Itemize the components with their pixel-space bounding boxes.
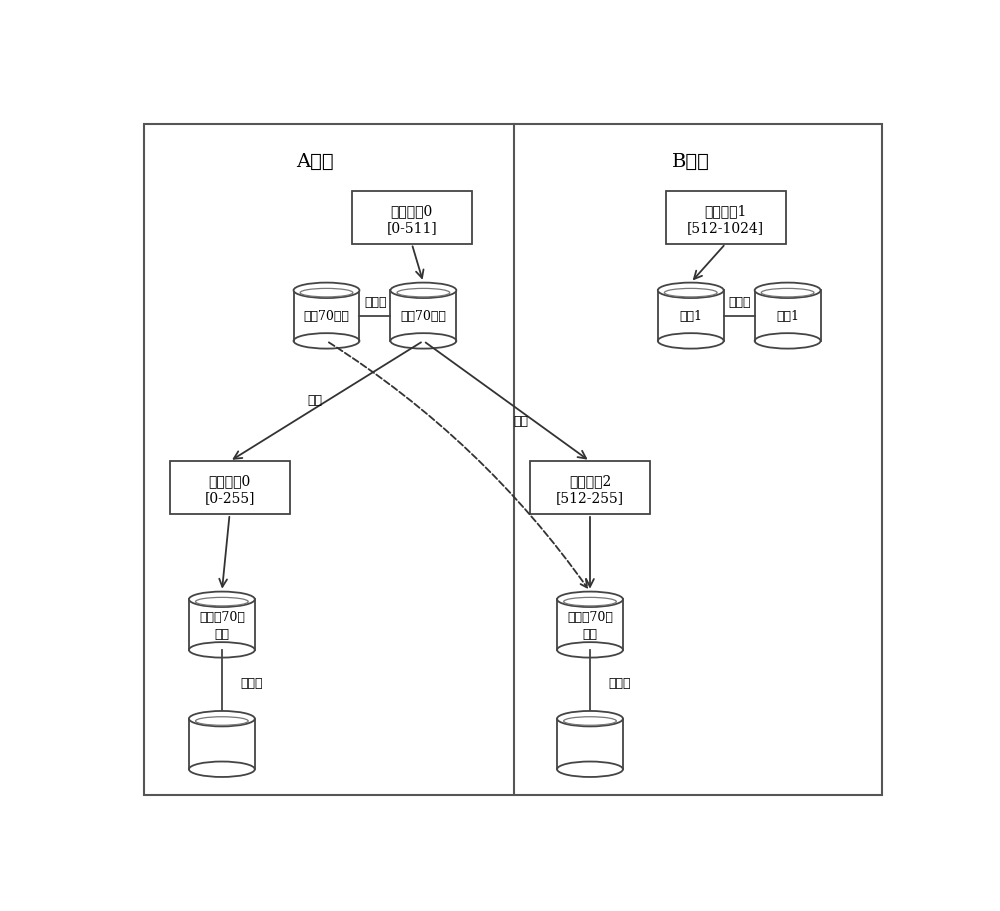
Ellipse shape: [189, 642, 255, 658]
Ellipse shape: [658, 333, 724, 349]
Text: 半同步: 半同步: [728, 296, 751, 309]
Text: [512-255]: [512-255]: [556, 491, 624, 505]
Text: B园区: B园区: [672, 153, 710, 171]
Ellipse shape: [390, 333, 456, 349]
Text: 原分版70的
备库: 原分版70的 备库: [567, 610, 613, 640]
Ellipse shape: [390, 283, 456, 299]
Text: 拆分: 拆分: [307, 394, 322, 407]
Text: [0-511]: [0-511]: [386, 220, 437, 234]
FancyBboxPatch shape: [352, 191, 472, 244]
Text: 分版1: 分版1: [776, 310, 799, 322]
Ellipse shape: [189, 711, 255, 727]
Bar: [755, 291, 821, 342]
Ellipse shape: [755, 333, 821, 349]
Ellipse shape: [557, 642, 623, 658]
Text: 半同步: 半同步: [365, 296, 387, 309]
Text: 业务集群0: 业务集群0: [208, 474, 251, 487]
Text: 业务集群0: 业务集群0: [391, 204, 433, 218]
Ellipse shape: [557, 592, 623, 608]
Bar: [294, 291, 359, 342]
Text: 业务集群1: 业务集群1: [704, 204, 747, 218]
Text: 原分版70的
主库: 原分版70的 主库: [199, 610, 245, 640]
Text: 半同步: 半同步: [240, 676, 263, 689]
Ellipse shape: [294, 333, 359, 349]
Bar: [390, 291, 456, 342]
Text: 半同步: 半同步: [608, 676, 631, 689]
Ellipse shape: [557, 711, 623, 727]
Bar: [557, 719, 623, 770]
Ellipse shape: [189, 592, 255, 608]
Text: [0-255]: [0-255]: [204, 491, 255, 505]
FancyBboxPatch shape: [530, 462, 650, 515]
Text: 拆分: 拆分: [514, 415, 529, 428]
Bar: [658, 291, 724, 342]
Text: A园区: A园区: [296, 153, 334, 171]
FancyBboxPatch shape: [170, 462, 290, 515]
Ellipse shape: [557, 762, 623, 777]
Text: 业务集群2: 业务集群2: [569, 474, 611, 487]
FancyBboxPatch shape: [666, 191, 786, 244]
Ellipse shape: [658, 283, 724, 299]
Text: [512-1024]: [512-1024]: [687, 220, 764, 234]
Ellipse shape: [189, 762, 255, 777]
Ellipse shape: [755, 283, 821, 299]
Text: 分版70主库: 分版70主库: [400, 310, 446, 322]
Ellipse shape: [294, 283, 359, 299]
Text: 分版1: 分版1: [679, 310, 702, 322]
FancyBboxPatch shape: [144, 125, 882, 795]
Text: 分版70备库: 分版70备库: [304, 310, 349, 322]
Bar: [557, 599, 623, 650]
Bar: [189, 719, 255, 770]
Bar: [189, 599, 255, 650]
